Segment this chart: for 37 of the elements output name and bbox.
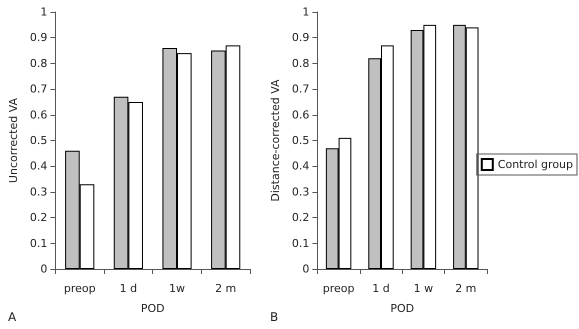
x-axis-title: POD bbox=[390, 302, 414, 315]
x-tick-label: preop bbox=[322, 282, 354, 295]
x-tick-label: 1 w bbox=[414, 282, 434, 295]
text: A bbox=[8, 310, 17, 324]
y-tick-label: 0.5 bbox=[292, 134, 310, 147]
y-tick-label: 0.4 bbox=[30, 160, 48, 173]
y-tick-label: 0.9 bbox=[292, 31, 310, 44]
y-axis-title: Uncorrected VA bbox=[7, 97, 20, 184]
y-tick-label: 0.1 bbox=[30, 236, 48, 250]
y-tick-label: 0.4 bbox=[292, 160, 310, 173]
y-tick-label: 0.9 bbox=[30, 31, 48, 44]
y-tick-label: 0.1 bbox=[292, 236, 310, 250]
x-tick-label: 1 d bbox=[120, 282, 138, 295]
text: B bbox=[270, 310, 278, 324]
legend-label: Control group bbox=[498, 158, 574, 171]
x-tick-label: 1 d bbox=[372, 282, 390, 295]
x-axis-title: POD bbox=[140, 302, 165, 315]
y-tick-label: 1 bbox=[40, 6, 48, 18]
y-axis-title: Distance-corrected VA bbox=[269, 78, 282, 202]
y-tick-label: 0.3 bbox=[292, 185, 310, 198]
y-tick-label: 0 bbox=[40, 262, 48, 276]
y-tick-label: 0.3 bbox=[30, 185, 48, 198]
x-tick-label: 2 m bbox=[455, 282, 476, 295]
y-tick-label: 0.7 bbox=[292, 82, 310, 96]
y-tick-label: 0.8 bbox=[292, 56, 310, 70]
y-tick-label: 0.6 bbox=[30, 108, 48, 122]
y-tick-label: 0.7 bbox=[30, 82, 48, 96]
y-tick-label: 0 bbox=[302, 262, 310, 276]
y-tick-label: 0.6 bbox=[292, 108, 310, 122]
x-tick-label: preop bbox=[64, 282, 96, 295]
y-tick-label: 0.2 bbox=[30, 211, 48, 224]
y-tick-label: 0.2 bbox=[292, 211, 310, 224]
y-tick-label: 0.5 bbox=[30, 134, 48, 147]
x-tick-label: 2 m bbox=[215, 282, 236, 295]
x-tick-label: 1w bbox=[169, 282, 186, 295]
y-tick-label: 1 bbox=[302, 6, 310, 18]
y-tick-label: 0.8 bbox=[30, 56, 48, 70]
